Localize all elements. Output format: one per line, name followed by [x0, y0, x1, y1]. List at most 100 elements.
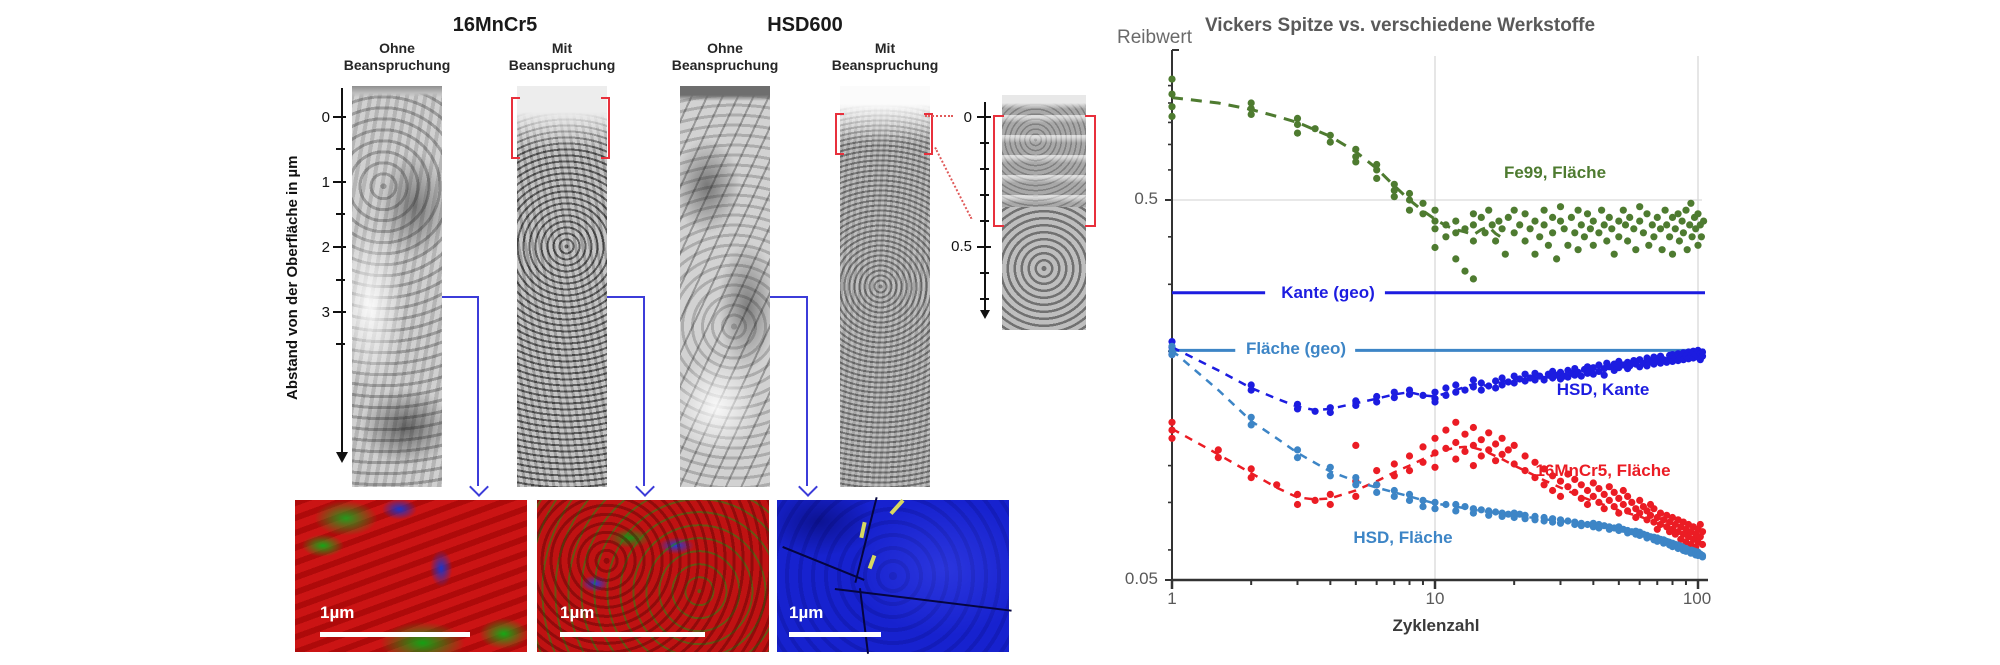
chart-series-hsd_kante — [1168, 338, 1707, 417]
depth-axis-tick-0 — [333, 116, 346, 118]
inset-bracket-left — [993, 115, 1004, 227]
inset-tick-minor — [980, 142, 989, 144]
inset-tick-0 — [977, 116, 991, 118]
chart-axes — [1165, 49, 1708, 589]
x-tick-label-100: 100 — [1682, 589, 1712, 608]
inset-tick-label-0: 0 — [963, 109, 972, 126]
depth-axis-tick-minor — [336, 148, 345, 150]
depth-axis-arrow-icon — [336, 452, 348, 463]
depth-axis-tick-3 — [333, 311, 346, 313]
connector-2-arrow-icon — [635, 477, 655, 497]
material-title-hsd600: HSD600 — [767, 14, 843, 36]
highlight-bracket-left-strip2 — [511, 97, 520, 159]
scale-bar-2 — [560, 632, 705, 637]
depth-axis-tick-2 — [333, 246, 346, 248]
boundary-phase-dash — [889, 498, 905, 516]
friction-chart-plot — [1165, 49, 1708, 589]
scale-bar-label-2: 1µm — [560, 603, 595, 622]
column-header-1-line2: Beanspruchung — [343, 57, 451, 73]
highlight-bracket-right-strip4 — [924, 113, 933, 155]
highlight-bracket-left-strip4 — [835, 113, 844, 155]
ebsd-map-16mncr5-ohne: 1µm — [295, 500, 527, 652]
depth-tick-label-0: 0 — [321, 109, 330, 126]
column-header-4-line2: Beanspruchung — [831, 57, 939, 73]
depth-axis-line — [341, 88, 343, 452]
inset-tick-label-05: 0.5 — [951, 238, 972, 255]
inset-micrograph-bulk-zone — [1002, 207, 1086, 330]
scale-bar-1 — [320, 632, 470, 637]
y-axis-title: Reibwert — [1117, 27, 1192, 48]
depth-axis-tick-minor — [336, 279, 345, 281]
scale-bar-3 — [789, 632, 881, 637]
series-label-hsd-kante: HSD, Kante — [1556, 380, 1650, 399]
column-header-2-line1: Mit — [551, 40, 573, 56]
scale-bar-label-3: 1µm — [789, 603, 824, 622]
connector-2-vertical — [643, 296, 645, 486]
connector-1-horizontal — [442, 296, 479, 298]
depth-tick-label-1: 1 — [321, 174, 330, 191]
chart-series-mncr5_flaeche — [1168, 418, 1707, 551]
inset-tick-minor — [980, 272, 989, 274]
column-header-4: Mit Beanspruchung — [810, 40, 960, 74]
column-header-3-line2: Beanspruchung — [671, 57, 779, 73]
boundary-phase-dash — [867, 554, 877, 570]
series-label-kante-geo: Kante (geo) — [1281, 283, 1375, 302]
column-header-2-line2: Beanspruchung — [508, 57, 616, 73]
y-tick-label-005: 0.05 — [1124, 569, 1158, 588]
column-header-1: Ohne Beanspruchung — [322, 40, 472, 74]
tem-strip-hsd600-ohne — [680, 86, 770, 487]
column-header-3: Ohne Beanspruchung — [650, 40, 800, 74]
connector-2-horizontal — [607, 296, 645, 298]
inset-axis-line — [984, 102, 986, 310]
tem-strip-16mncr5-ohne — [352, 86, 442, 487]
column-header-4-line1: Mit — [874, 40, 896, 56]
inset-axis-arrow-icon — [980, 310, 990, 319]
inset-tick-minor — [980, 298, 989, 300]
chart-series-fe99_flaeche — [1168, 75, 1708, 283]
series-label-16mncr5-flaeche: 16MnCr5, Fläche — [1535, 461, 1671, 480]
column-header-2: Mit Beanspruchung — [487, 40, 637, 74]
inset-tick-minor — [980, 220, 989, 222]
x-axis-title: Zyklenzahl — [1392, 616, 1480, 635]
connector-1-vertical — [477, 296, 479, 486]
depth-tick-label-2: 2 — [321, 239, 330, 256]
depth-axis-tick-1 — [333, 181, 346, 183]
inset-micrograph-layered-zone — [1002, 95, 1086, 207]
scale-bar-label-1: 1µm — [320, 603, 355, 622]
grain-boundary-line — [858, 588, 870, 654]
grain-boundary-line — [782, 546, 865, 581]
connector-3-vertical — [806, 296, 808, 486]
column-header-3-line1: Ohne — [707, 40, 743, 56]
chart-title: Vickers Spitze vs. verschiedene Werkstof… — [1204, 15, 1596, 36]
inset-tick-05 — [977, 246, 991, 248]
tem-strip-16mncr5-mit — [517, 86, 607, 487]
depth-axis-title: Abstand von der Oberfläche in µm — [284, 155, 301, 400]
chart-gridlines — [1172, 56, 1702, 580]
series-label-flaeche-geo: Fläche (geo) — [1245, 339, 1347, 358]
highlight-bracket-right-strip2 — [601, 97, 610, 159]
depth-axis-tick-minor — [336, 343, 345, 345]
friction-chart — [1080, 0, 1800, 665]
x-tick-label-10: 10 — [1425, 589, 1445, 608]
ebsd-map-hsd600-mit: 1µm — [777, 497, 1012, 654]
ebsd-map-16mncr5-mit: 1µm — [537, 500, 769, 652]
series-label-fe99-flaeche: Fe99, Fläche — [1503, 163, 1607, 182]
inset-bracket-right — [1085, 115, 1096, 227]
connector-3-arrow-icon — [798, 477, 818, 497]
connector-1-arrow-icon — [469, 477, 489, 497]
inset-leader-line-diagonal — [934, 147, 973, 220]
inset-micrograph — [1002, 95, 1086, 330]
tem-strip-hsd600-mit — [840, 86, 930, 487]
connector-3-horizontal — [770, 296, 808, 298]
inset-tick-minor — [980, 168, 989, 170]
column-header-1-line1: Ohne — [379, 40, 415, 56]
inset-leader-line-top — [925, 115, 953, 117]
grain-boundary-line — [854, 497, 878, 583]
x-tick-label-1: 1 — [1167, 589, 1177, 608]
depth-axis-tick-minor — [336, 213, 345, 215]
series-label-hsd-flaeche: HSD, Fläche — [1353, 528, 1453, 547]
chart-series-hsd_flaeche — [1168, 342, 1707, 561]
depth-tick-label-3: 3 — [321, 304, 330, 321]
material-title-16mncr5: 16MnCr5 — [452, 14, 538, 36]
